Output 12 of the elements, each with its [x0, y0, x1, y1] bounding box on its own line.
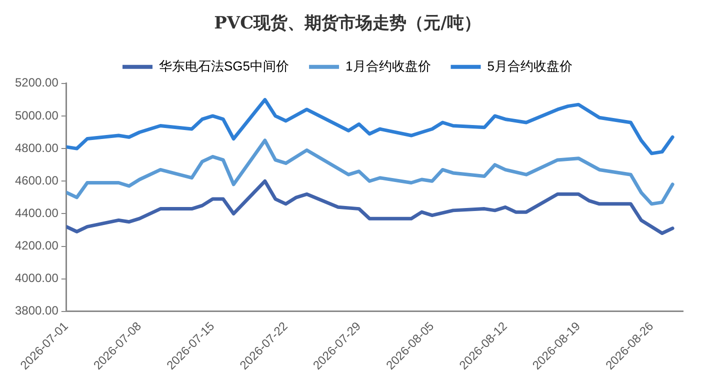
y-tick-label: 3800.00 [14, 304, 59, 318]
legend-label: 1月合约收盘价 [346, 58, 431, 74]
chart-title: PVC现货、期货市场走势（元/吨） [214, 14, 481, 34]
y-tick-label: 5200.00 [14, 76, 59, 90]
y-tick-label: 4400.00 [14, 206, 59, 220]
y-tick-label: 4600.00 [14, 173, 59, 188]
y-tick-label: 5000.00 [14, 108, 59, 122]
y-tick-label: 4200.00 [14, 238, 59, 253]
y-tick-label: 4000.00 [14, 271, 59, 286]
legend-label: 华东电石法SG5中间价 [159, 58, 290, 74]
y-tick-label: 4800.00 [14, 140, 59, 155]
legend-label: 5月合约收盘价 [487, 58, 572, 74]
